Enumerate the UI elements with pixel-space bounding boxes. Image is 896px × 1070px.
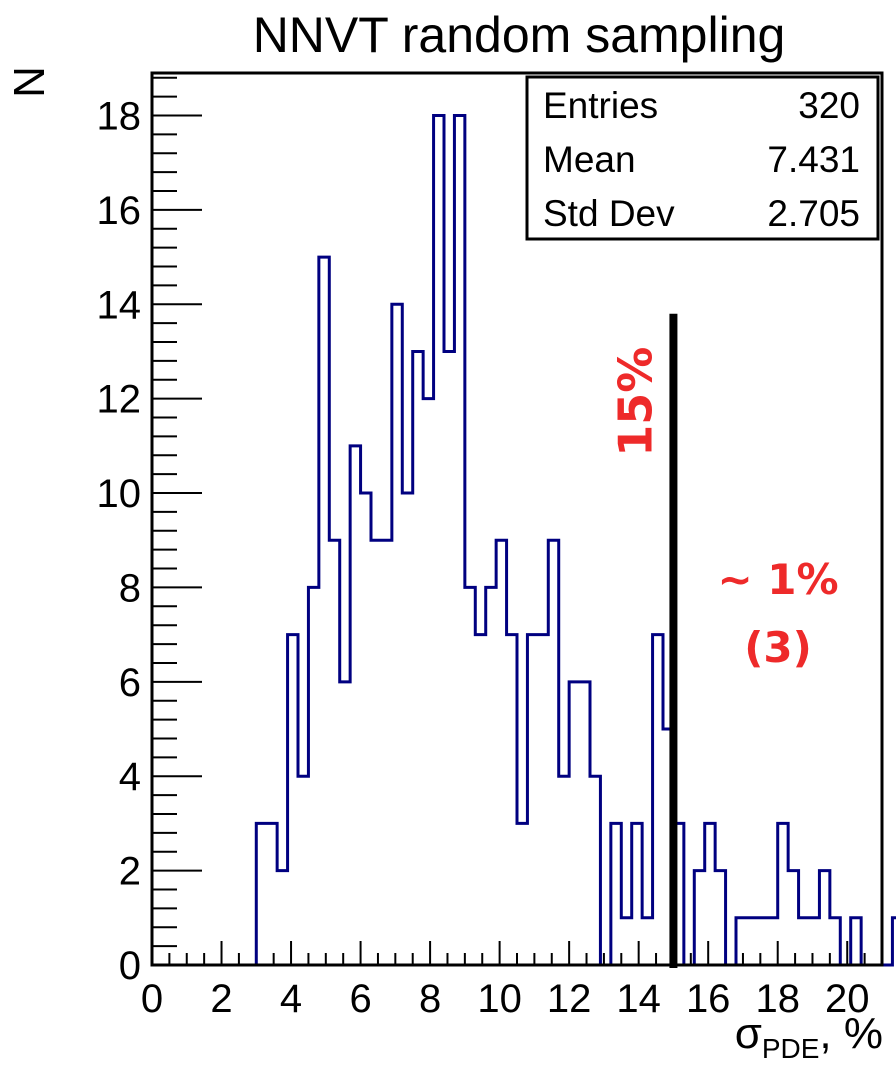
histogram-bin [819, 871, 829, 965]
histogram-bin [830, 918, 840, 965]
y-tick-label: 6 [119, 661, 141, 705]
histogram-outline [152, 113, 896, 967]
histogram-bin [277, 871, 287, 965]
x-tick-label: 12 [547, 977, 592, 1021]
stats-box: Entries 320 Mean 7.431 Std Dev 2.705 [525, 75, 880, 241]
histogram-bin [381, 540, 391, 965]
y-tick-label: 2 [119, 850, 141, 894]
histogram-bin [767, 918, 777, 965]
histogram-bin [653, 635, 663, 965]
y-tick-label: 12 [97, 378, 142, 422]
x-tick-label: 16 [686, 977, 731, 1021]
x-axis-label-subscript: PDE [762, 1033, 820, 1064]
histogram-bin [778, 823, 788, 965]
histogram-bin [361, 493, 371, 965]
x-tick-label: 10 [477, 977, 522, 1021]
histogram-bin [851, 918, 861, 965]
x-axis-label-symbol: σ [735, 1009, 762, 1058]
x-tick-label: 0 [141, 977, 163, 1021]
histogram-bin [517, 823, 527, 965]
x-tick-label: 4 [280, 977, 302, 1021]
histogram-bin [256, 823, 266, 965]
y-axis-label: N [5, 66, 54, 98]
x-tick-label: 14 [616, 977, 661, 1021]
cut-line-label: 15% [608, 347, 662, 457]
histogram-bin [329, 540, 339, 965]
stats-label: Entries [543, 85, 658, 126]
annotation-percent: ~ 1% [717, 555, 838, 604]
histogram-bin [736, 918, 746, 965]
histogram-bin [486, 587, 496, 965]
histogram-bin [569, 682, 579, 965]
histogram-bin [423, 399, 433, 965]
histogram-bin [642, 918, 652, 965]
histogram-bin [538, 635, 548, 965]
histogram-bin [548, 540, 558, 965]
histogram-bin [392, 304, 402, 965]
stats-value: 320 [798, 85, 860, 126]
histogram-bin [413, 351, 423, 965]
histogram-bin [298, 776, 308, 965]
histogram-bin [402, 493, 412, 965]
stats-box-frame [525, 75, 880, 241]
x-tick-label: 18 [755, 977, 800, 1021]
histogram-bins [256, 115, 896, 965]
histogram-bin [715, 871, 725, 965]
axis-ticks [151, 76, 883, 966]
plot-frame [150, 71, 884, 967]
annotation-count: (3) [744, 623, 812, 672]
x-tick-label: 2 [210, 977, 232, 1021]
stats-label: Mean [543, 139, 636, 180]
histogram-bin [288, 635, 298, 965]
histogram-bin [621, 918, 631, 965]
tick-labels: 0 2 4 6 8 10 12 14 16 18 20 0 2 4 6 8 10 12 14 16 18 [97, 94, 870, 1021]
histogram-bin [559, 776, 569, 965]
histogram-bin [694, 871, 704, 965]
histogram-bin [788, 871, 798, 965]
histogram-bin [371, 540, 381, 965]
y-tick-label: 18 [97, 94, 142, 138]
y-tick-label: 8 [119, 566, 141, 610]
histogram-bin [350, 446, 360, 965]
histogram-bin [580, 682, 590, 965]
histogram-bin [496, 540, 506, 965]
histogram-bin [475, 635, 485, 965]
histogram-bin [527, 635, 537, 965]
y-tick-label: 16 [97, 189, 142, 233]
histogram-bin [746, 918, 756, 965]
histogram-bin [308, 587, 318, 965]
stats-label: Std Dev [543, 193, 675, 234]
histogram-bin [444, 351, 454, 965]
x-axis-label-suffix: , % [819, 1009, 883, 1058]
histogram-bin [507, 635, 517, 965]
histogram-bin [705, 823, 715, 965]
histogram-bin [434, 115, 444, 965]
histogram-bin [465, 587, 475, 965]
chart-title: NNVT random sampling [253, 7, 786, 63]
y-tick-label: 14 [97, 283, 142, 327]
histogram-bin [590, 776, 600, 965]
x-tick-label: 6 [349, 977, 371, 1021]
histogram-bin [319, 257, 329, 965]
histogram-bin [809, 918, 819, 965]
y-tick-label: 10 [97, 472, 142, 516]
y-tick-label: 4 [119, 755, 141, 799]
histogram-bin [757, 918, 767, 965]
histogram-bin [340, 682, 350, 965]
histogram-bin [267, 823, 277, 965]
y-tick-label: 0 [119, 944, 141, 988]
x-tick-label: 20 [825, 977, 870, 1021]
stats-value: 2.705 [767, 193, 860, 234]
histogram-bin [611, 823, 621, 965]
stats-value: 7.431 [767, 139, 860, 180]
histogram-bin [454, 115, 464, 965]
histogram-bin [632, 823, 642, 965]
x-axis-label: σPDE, % [735, 1009, 883, 1064]
histogram-bin [799, 918, 809, 965]
x-tick-label: 8 [419, 977, 441, 1021]
